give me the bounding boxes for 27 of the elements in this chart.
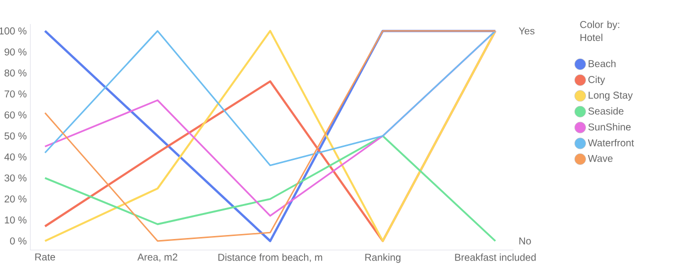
legend-label: City [588,76,606,86]
y-tick-label: 30 % [4,174,26,182]
line-series [44,135,496,242]
x-tick-label: Rate [35,254,56,260]
text: Yes [518,27,534,34]
x-tick-label: Distance from beach, m [218,254,322,262]
legend-label: Wave [588,154,613,162]
legend-label: Seaside [588,107,624,115]
legend-label: Long Stay [588,92,633,101]
x-tick-label: Area, m2 [137,254,178,262]
y-tick-label: 40 % [4,153,26,161]
y-tick-label: 80 % [4,69,26,76]
legend-label: SunShine [588,123,631,130]
y-tick-label: 0 % [10,237,26,245]
y-tick-label: 90 % [4,48,26,56]
x-tick-label: Ranking [365,254,400,263]
text: No [519,238,531,244]
legend-label: Beach [588,60,616,68]
y-tick-label: 20 % [4,195,26,203]
x-tick-label: Breakfast included [455,254,536,261]
y-tick-label: 60 % [4,111,26,118]
legend-title: Color by: Hotel [580,20,620,42]
line-series [44,30,496,166]
legend-label: Waterfront [588,139,634,146]
y-tick-label: 70 % [4,90,26,98]
y-tick-label: 10 % [4,216,26,224]
y-tick-label: 50 % [4,132,26,140]
